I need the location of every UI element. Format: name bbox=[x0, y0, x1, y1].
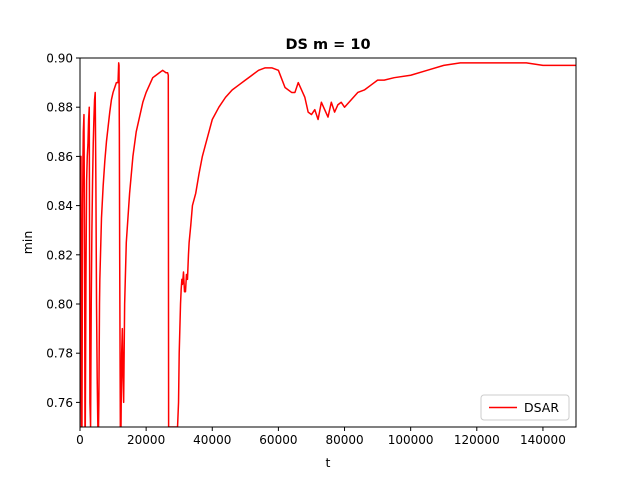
x-tick-label: 100000 bbox=[388, 433, 434, 447]
y-axis-label: min bbox=[20, 231, 35, 255]
y-tick-label: 0.86 bbox=[46, 150, 73, 164]
y-tick-label: 0.78 bbox=[46, 347, 73, 361]
y-tick-label: 0.80 bbox=[46, 298, 73, 312]
x-axis-label: t bbox=[326, 455, 331, 470]
legend: DSAR bbox=[480, 394, 570, 421]
plot-area bbox=[79, 57, 577, 428]
legend-label-dsar: DSAR bbox=[524, 400, 559, 415]
x-tick-label: 140000 bbox=[520, 433, 566, 447]
x-tick-label: 40000 bbox=[193, 433, 231, 447]
x-axis: 0 20000 40000 60000 80000 100000 120000 140000 bbox=[76, 427, 566, 447]
y-tick-label: 0.76 bbox=[46, 396, 73, 410]
x-tick-label: 80000 bbox=[325, 433, 363, 447]
series-line-dsar bbox=[80, 62, 576, 427]
x-tick-label: 0 bbox=[76, 433, 84, 447]
y-tick-label: 0.88 bbox=[46, 101, 73, 115]
x-tick-label: 60000 bbox=[259, 433, 297, 447]
y-tick-label: 0.90 bbox=[46, 52, 73, 66]
x-tick-label: 20000 bbox=[127, 433, 165, 447]
axes-frame bbox=[79, 57, 577, 428]
chart-title: DS m = 10 bbox=[285, 37, 370, 53]
y-axis: 0.76 0.78 0.80 0.82 0.84 0.86 0.88 0.90 bbox=[46, 52, 80, 410]
series-layer bbox=[80, 62, 576, 427]
x-tick-label: 120000 bbox=[454, 433, 500, 447]
y-tick-label: 0.82 bbox=[46, 248, 73, 262]
legend-box bbox=[480, 394, 570, 421]
y-tick-label: 0.84 bbox=[46, 199, 73, 213]
